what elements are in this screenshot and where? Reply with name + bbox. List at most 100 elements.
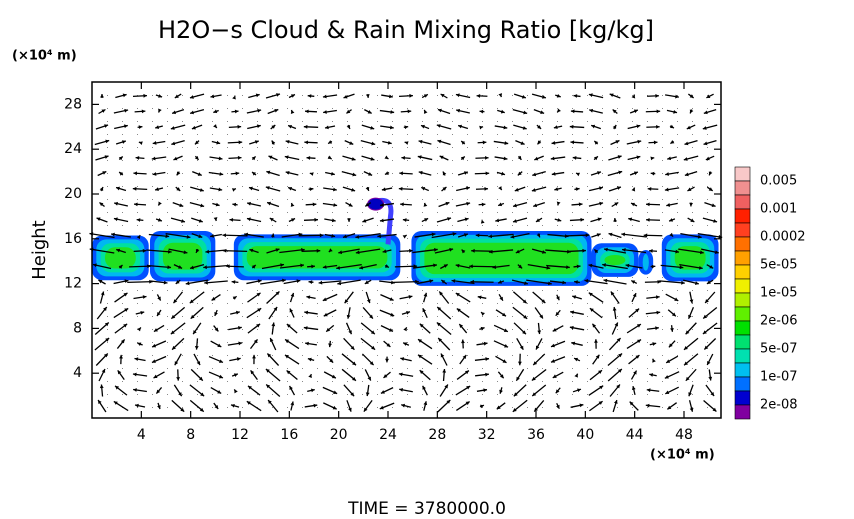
wind-arrowhead (423, 109, 428, 114)
grid-dot (692, 134, 693, 135)
wind-vector (146, 264, 172, 269)
grid-dot (242, 108, 243, 109)
grid-dot (242, 147, 243, 148)
grid-dot (377, 316, 378, 317)
wind-vector (338, 248, 360, 254)
grid-dot (587, 212, 588, 213)
wind-arrowhead (532, 392, 537, 397)
grid-dot (197, 329, 198, 330)
wind-arrowhead (253, 339, 258, 344)
grid-dot (677, 342, 678, 343)
grid-dot (497, 108, 498, 109)
grid-dot (677, 290, 678, 291)
wind-arrowhead (229, 217, 234, 222)
grid-dot (662, 329, 663, 330)
wind-arrowhead (173, 299, 178, 304)
wind-arrowhead (347, 218, 351, 222)
grid-dot (572, 199, 573, 200)
grid-dot (422, 407, 423, 408)
wind-arrowhead (513, 203, 517, 208)
grid-dot (197, 225, 198, 226)
grid-dot (302, 212, 303, 213)
grid-dot (707, 186, 708, 187)
grid-dot (227, 108, 228, 109)
grid-dot (377, 290, 378, 291)
wind-arrowhead (612, 125, 617, 129)
footer-time: TIME = 3780000.0 (347, 499, 506, 519)
grid-dot (287, 212, 288, 213)
wind-arrowhead (551, 359, 556, 363)
wind-arrowhead (246, 401, 251, 405)
grid-dot (167, 316, 168, 317)
grid-dot (137, 342, 138, 343)
wind-arrowhead (504, 141, 509, 145)
wind-arrowhead (290, 94, 295, 98)
wind-arrowhead (690, 218, 695, 222)
grid-dot (272, 121, 273, 122)
grid-dot (392, 147, 393, 148)
wind-arrowhead (492, 265, 497, 270)
grid-dot (227, 147, 228, 148)
grid-dot (452, 394, 453, 395)
wind-arrowhead (694, 281, 699, 285)
grid-dot (572, 381, 573, 382)
grid-dot (617, 277, 618, 278)
wind-arrowhead (158, 94, 163, 98)
grid-dot (572, 134, 573, 135)
grid-dot (152, 160, 153, 161)
grid-dot (332, 329, 333, 330)
grid-dot (662, 212, 663, 213)
grid-dot (587, 355, 588, 356)
grid-dot (452, 381, 453, 382)
grid-dot (542, 134, 543, 135)
grid-dot (242, 290, 243, 291)
wind-arrowhead (685, 376, 690, 381)
wind-arrowhead (533, 361, 538, 366)
grid-dot (512, 121, 513, 122)
grid-dot (692, 381, 693, 382)
grid-dot (347, 355, 348, 356)
wind-arrowhead (165, 234, 170, 239)
grid-dot (422, 160, 423, 161)
wind-arrowhead (398, 372, 403, 377)
wind-arrowhead (539, 314, 543, 319)
wind-arrowhead (465, 186, 470, 191)
wind-vector (660, 264, 684, 269)
wind-arrowhead (592, 323, 597, 328)
wind-arrowhead (158, 108, 162, 113)
grid-dot (287, 147, 288, 148)
wind-arrowhead (556, 404, 560, 409)
wind-arrowhead (431, 232, 436, 237)
grid-dot (617, 121, 618, 122)
wind-vector (185, 279, 209, 285)
wind-arrowhead (158, 201, 162, 206)
wind-arrowhead (136, 235, 141, 240)
wind-arrowhead (708, 376, 713, 381)
wind-arrowhead (156, 389, 161, 394)
grid-dot (527, 394, 528, 395)
grid-dot (707, 225, 708, 226)
wind-arrowhead (322, 297, 327, 301)
cloud (604, 255, 626, 266)
wind-vector (678, 248, 704, 254)
wind-arrowhead (194, 155, 199, 160)
wind-arrowhead (290, 292, 295, 297)
grid-dot (137, 381, 138, 382)
wind-arrowhead (104, 155, 109, 159)
grid-dot (512, 368, 513, 369)
wind-arrowhead (172, 345, 176, 350)
wind-arrowhead (237, 124, 242, 129)
wind-arrowhead (155, 125, 160, 129)
grid-dot (122, 147, 123, 148)
grid-dot (392, 199, 393, 200)
wind-arrowhead (402, 218, 407, 222)
wind-arrowhead (142, 248, 147, 253)
wind-arrowhead (485, 357, 490, 361)
wind-arrowhead (352, 361, 357, 366)
wind-arrowhead (575, 187, 580, 192)
wind-arrowhead (599, 186, 603, 191)
wind-arrowhead (304, 140, 308, 145)
wind-arrowhead (222, 248, 227, 253)
wind-arrowhead (289, 385, 293, 390)
grid-dot (272, 160, 273, 161)
